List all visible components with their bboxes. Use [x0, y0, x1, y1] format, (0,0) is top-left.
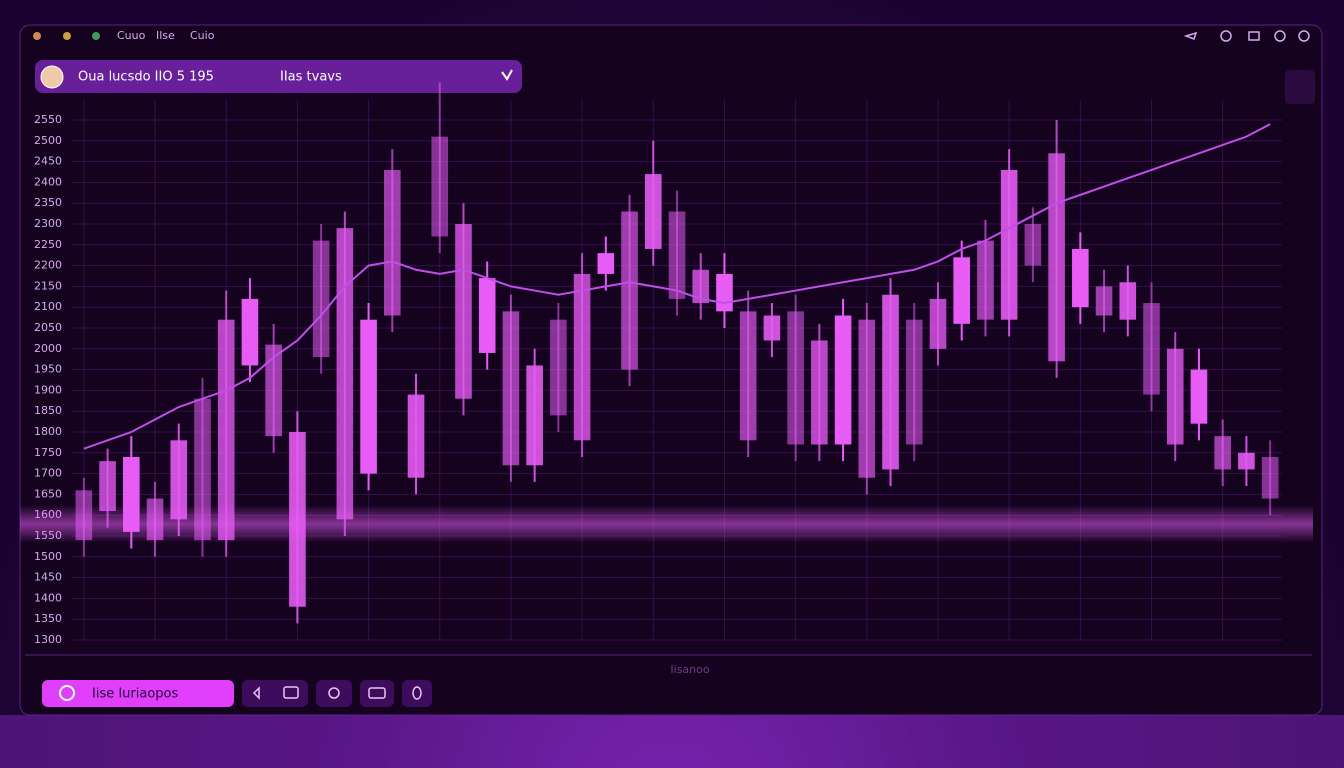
y-tick-label: 2550 [34, 113, 62, 126]
button-icon [59, 685, 75, 701]
window-dot[interactable] [92, 32, 100, 40]
candle-body [478, 278, 496, 353]
tool-button[interactable] [360, 680, 394, 707]
desk-glow [0, 715, 1344, 768]
candle-body [1143, 303, 1160, 395]
y-tick-label: 1750 [34, 446, 62, 459]
menu-item[interactable]: Cuuo [117, 29, 146, 42]
header-title: Oua lucsdo IIO 5 195 [78, 70, 214, 85]
candle-body [383, 169, 401, 316]
candle-body [1048, 153, 1065, 362]
dropdown-icon[interactable] [501, 69, 513, 81]
candle-body [597, 253, 615, 274]
candle-body [241, 298, 259, 366]
candle-body [1238, 452, 1255, 470]
candle-body [265, 344, 282, 437]
tool-icons [252, 686, 422, 700]
menu-item[interactable]: Ilse [156, 29, 175, 42]
candle-body [668, 211, 686, 299]
candle-body [763, 315, 781, 341]
avatar[interactable] [40, 65, 64, 89]
y-tick-label: 2200 [34, 259, 62, 272]
candle-body [739, 311, 757, 441]
candle-body [692, 269, 710, 304]
candle-body [217, 319, 235, 541]
y-tick-label: 1800 [34, 425, 62, 438]
candle-body [977, 240, 994, 320]
candle-body [526, 365, 543, 466]
candle-body [621, 211, 638, 370]
y-tick-label: 1850 [34, 404, 62, 417]
candle-body [1000, 169, 1018, 320]
y-tick-label: 2500 [34, 134, 62, 147]
candle-body [170, 440, 188, 520]
y-tick-label: 2050 [34, 321, 62, 334]
candle-body [573, 273, 591, 441]
candle-body [194, 398, 211, 541]
candle-body [431, 136, 449, 237]
candle-body [787, 311, 804, 445]
tool-button[interactable] [402, 680, 432, 707]
candle-body [1190, 369, 1208, 424]
tool-button[interactable] [316, 680, 352, 707]
candle-body [716, 273, 733, 312]
candle-body [1095, 286, 1113, 316]
candle-body [1214, 436, 1231, 470]
y-tick-label: 1700 [34, 467, 62, 480]
candle-body [834, 315, 852, 445]
candle-body [882, 294, 899, 470]
header-subtitle: IIas tvavs [280, 70, 342, 85]
candle-body [360, 319, 377, 474]
y-tick-label: 1450 [34, 571, 62, 584]
action-button-label[interactable]: Iise Iuriaopos [92, 687, 179, 702]
toolbar-icons[interactable] [1183, 30, 1310, 42]
candle-body [336, 228, 354, 520]
y-tick-label: 2400 [34, 175, 62, 188]
candle-body [644, 174, 662, 249]
candle-body [905, 319, 923, 445]
candle-body [407, 394, 425, 478]
menu-item[interactable]: Cuio [190, 29, 215, 42]
candle-body [455, 224, 472, 399]
candle-body [953, 257, 971, 324]
y-tick-label: 2000 [34, 342, 62, 355]
header-bar [35, 60, 522, 93]
candle-body [99, 461, 116, 512]
y-tick-label: 1500 [34, 550, 62, 563]
y-tick-label: 1350 [34, 612, 62, 625]
candle-body [1072, 248, 1089, 308]
y-tick-label: 2250 [34, 238, 62, 251]
trend-line [83, 123, 1271, 450]
candle-body [811, 340, 828, 445]
y-tick-label: 2350 [34, 196, 62, 209]
candle-body [858, 319, 876, 478]
y-tick-label: 2150 [34, 279, 62, 292]
glow-band [20, 505, 1313, 543]
candle-body [312, 240, 330, 358]
y-tick-label: 1650 [34, 487, 62, 500]
y-tick-label: 2450 [34, 155, 62, 168]
y-tick-label: 1950 [34, 363, 62, 376]
candle-body [550, 319, 567, 416]
window-dot[interactable] [33, 32, 41, 40]
y-tick-label: 1400 [34, 591, 62, 604]
footer-text: Iisanoo [670, 663, 709, 676]
action-button[interactable] [42, 680, 234, 707]
plot-area: 2550 2500 2450 2400 2350 2300 2250 2200 2150 2100… [34, 82, 1282, 646]
y-tick-label: 2300 [34, 217, 62, 230]
candle-body [929, 298, 947, 349]
candle-body [502, 311, 520, 466]
candle-body [1261, 456, 1279, 499]
y-tick-label: 2100 [34, 300, 62, 313]
window-dot[interactable] [63, 32, 71, 40]
side-button[interactable] [1285, 70, 1315, 104]
y-tick-label: 1900 [34, 383, 62, 396]
candle-body [1166, 348, 1184, 445]
y-tick-label: 1300 [34, 633, 62, 646]
candle-body [1119, 282, 1137, 320]
candle-body [1024, 224, 1042, 266]
